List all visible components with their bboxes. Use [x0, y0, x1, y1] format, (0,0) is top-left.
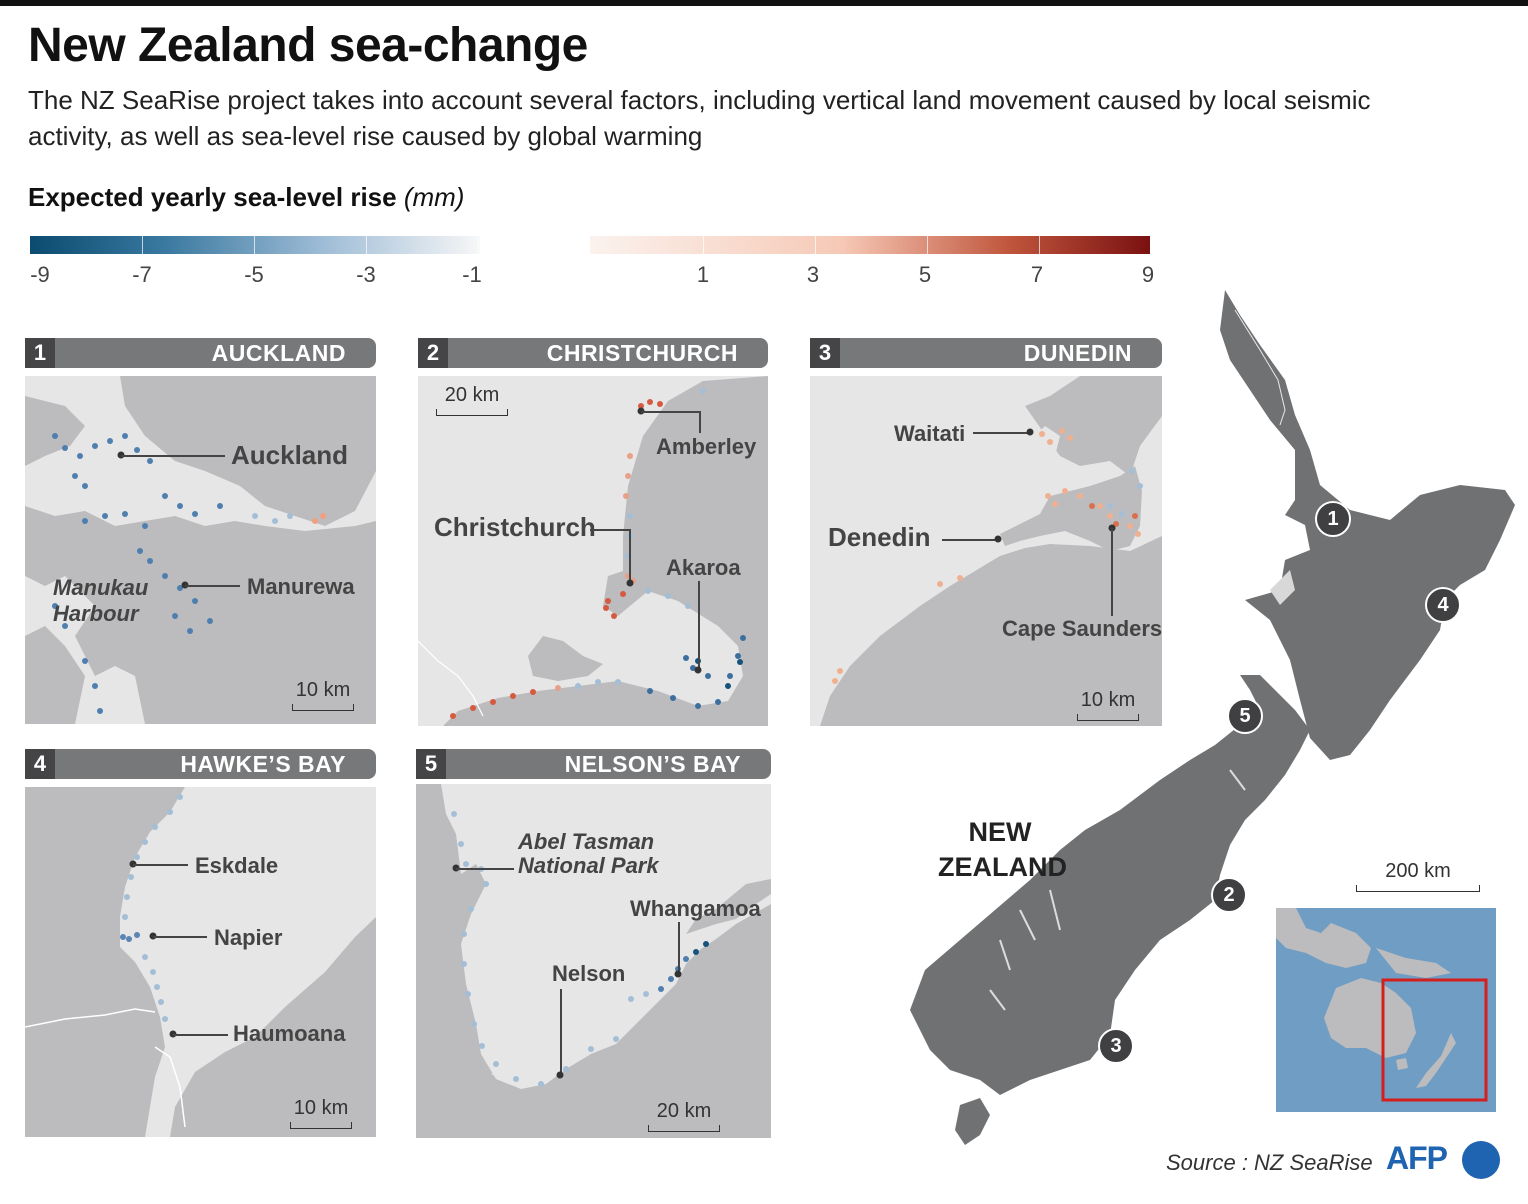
- panel-number: 3: [810, 338, 840, 368]
- legend-tick: 9: [1141, 262, 1155, 287]
- label-manukau-harbour: Manukau Harbour: [53, 575, 149, 626]
- scale-label: 20 km: [656, 1100, 712, 1122]
- label-nelson: Nelson: [552, 961, 626, 986]
- label-amberley: Amberley: [656, 434, 757, 459]
- nelsons-bay-land: [416, 784, 771, 1138]
- label-eskdale: Eskdale: [195, 853, 279, 878]
- afp-logo: AFP: [1386, 1140, 1448, 1176]
- scale-label: 20 km: [444, 384, 500, 406]
- legend-positive-scale: [590, 236, 1150, 254]
- label-new-zealand: NEW ZEALAND: [938, 817, 1067, 882]
- legend-tick: 7: [1030, 262, 1044, 287]
- panel-name: HAWKE’S BAY: [180, 751, 346, 777]
- afp-logo-dot: [1462, 1141, 1500, 1179]
- legend-tick: 3: [806, 262, 820, 287]
- map-marker-2: 2: [1211, 877, 1247, 913]
- label-abel-tasman-text: Abel Tasman National Park: [518, 829, 659, 878]
- label-denedin: Denedin: [828, 522, 931, 552]
- new-zealand-map: [910, 290, 1515, 1145]
- legend-unit: (mm): [403, 182, 465, 212]
- label-napier: Napier: [214, 925, 283, 950]
- scale-label: 10 km: [293, 1097, 349, 1119]
- panel-header-nelsons-bay: 5 NELSON’S BAY: [416, 749, 771, 779]
- panel-header-christchurch: 2 CHRISTCHURCH: [418, 338, 768, 368]
- scale-label: 10 km: [295, 679, 351, 701]
- label-abel-tasman: Abel Tasman National Park: [518, 830, 668, 878]
- legend-tick: -9: [30, 262, 50, 287]
- label-christchurch: Christchurch: [434, 512, 596, 542]
- scale-bar: 20 km: [648, 1100, 720, 1132]
- page-title: New Zealand sea-change: [28, 19, 588, 72]
- label-auckland: Auckland: [231, 440, 349, 470]
- scale-bar: 10 km: [292, 679, 354, 711]
- panel-name: DUNEDIN: [1023, 340, 1132, 366]
- legend-tick: 5: [918, 262, 932, 287]
- source-credit: Source : NZ SeaRise: [1166, 1150, 1373, 1175]
- legend-tick: 1: [696, 262, 710, 287]
- panel-name: NELSON’S BAY: [564, 751, 741, 777]
- main-scale-bar: 200 km: [1356, 860, 1480, 892]
- label-cape-saunders: Cape Saunders: [1002, 616, 1162, 641]
- legend-tick: -5: [244, 262, 264, 287]
- top-rule: [0, 0, 1528, 6]
- dunedin-map: Waitati Denedin Cape Saunders 10 km: [810, 376, 1162, 726]
- panel-number: 4: [25, 749, 55, 779]
- label-akaroa: Akaroa: [666, 555, 741, 580]
- label-waitati: Waitati: [894, 421, 966, 446]
- panel-header-dunedin: 3 DUNEDIN: [810, 338, 1162, 368]
- christchurch-map: 20 km Amberley Christchurch Akaroa: [418, 376, 768, 726]
- dunedin-land: [820, 376, 1162, 726]
- legend-title-text: Expected yearly sea-level rise: [28, 182, 397, 212]
- legend-tick: -3: [356, 262, 376, 287]
- locator-land: [1276, 908, 1488, 1102]
- panel-header-hawkes-bay: 4 HAWKE’S BAY: [25, 749, 376, 779]
- panel-name: AUCKLAND: [211, 340, 346, 366]
- map-marker-4: 4: [1425, 587, 1461, 623]
- auckland-land: [25, 376, 376, 724]
- scale-label: 10 km: [1080, 689, 1136, 711]
- page-subtitle: The NZ SeaRise project takes into accoun…: [28, 85, 1371, 151]
- nelsons-bay-map: Abel Tasman National Park Whangamoa Nels…: [416, 784, 771, 1138]
- hawkes-bay-land: [25, 787, 376, 1137]
- legend-tick: -1: [462, 262, 482, 287]
- scale-bar: 10 km: [290, 1097, 352, 1129]
- label-haumoana: Haumoana: [233, 1021, 346, 1046]
- panel-name: CHRISTCHURCH: [546, 340, 738, 366]
- legend-tick: -7: [132, 262, 152, 287]
- main-scale-label: 200 km: [1385, 860, 1451, 882]
- panel-header-auckland: 1 AUCKLAND: [25, 338, 376, 368]
- auckland-map: Auckland Manurewa Manukau Harbour 10 km: [25, 376, 376, 724]
- panel-number: 1: [25, 338, 55, 368]
- scale-bar: 20 km: [436, 384, 508, 416]
- map-marker-5: 5: [1227, 698, 1263, 734]
- panel-number: 2: [418, 338, 448, 368]
- locator-inset-map: [1276, 908, 1496, 1112]
- christchurch-land: [418, 376, 768, 726]
- label-manurewa: Manurewa: [247, 574, 355, 599]
- hawkes-bay-map: Eskdale Napier Haumoana 10 km: [25, 787, 376, 1137]
- panel-number: 5: [416, 749, 446, 779]
- legend-title: Expected yearly sea-level rise (mm): [28, 182, 464, 213]
- scale-bar: 10 km: [1077, 689, 1139, 721]
- label-whangamoa: Whangamoa: [630, 896, 761, 921]
- map-marker-3: 3: [1098, 1028, 1134, 1064]
- legend-negative-scale: [30, 236, 480, 254]
- map-marker-1: 1: [1315, 501, 1351, 537]
